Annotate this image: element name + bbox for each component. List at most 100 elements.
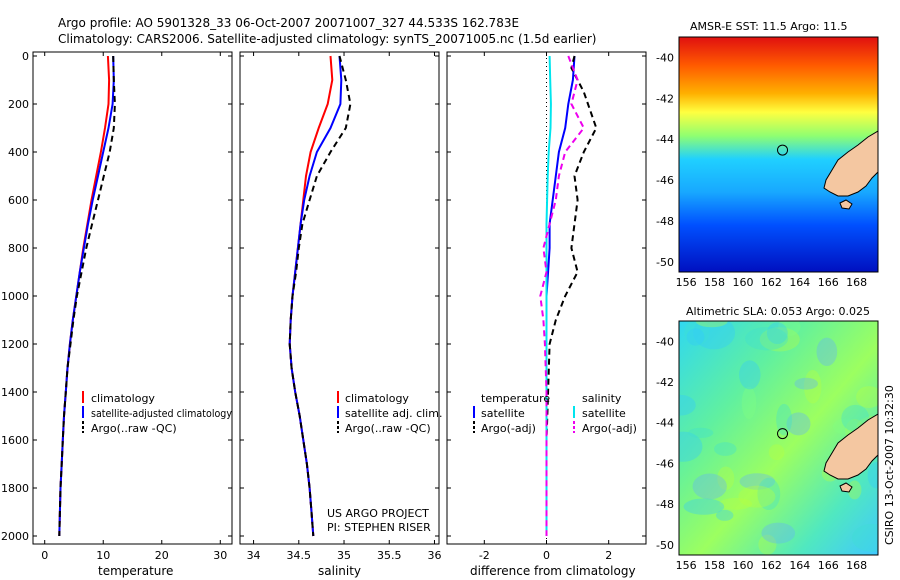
difference-series-satellite-salinity — [545, 55, 552, 536]
map-texture-patch — [832, 418, 859, 435]
sst-lon-tick-label: 160 — [732, 276, 753, 289]
map-texture-patch — [717, 466, 735, 490]
stewart-island — [839, 199, 853, 210]
map-texture-patch — [867, 462, 878, 489]
sst-lat-tick-label: -50 — [656, 256, 674, 269]
map-texture-patch — [766, 322, 788, 345]
depth-tick-label: 600 — [8, 194, 29, 207]
depth-tick-label: 1200 — [1, 338, 29, 351]
map-texture-patch — [679, 431, 703, 462]
map-texture-patch — [741, 386, 757, 420]
sla-lat-tick-label: -50 — [656, 539, 674, 552]
sla-map-title: Altimetric SLA: 0.053 Argo: 0.025 — [686, 305, 870, 318]
project-line1: US ARGO PROJECT — [327, 507, 429, 520]
sst-lat-tick-label: -42 — [656, 92, 674, 105]
salinity-xtick-label: 36 — [427, 549, 441, 562]
new-zealand-land — [823, 130, 878, 197]
figure-title-line2: Climatology: CARS2006. Satellite-adjuste… — [58, 32, 596, 46]
map-texture-patch — [816, 337, 838, 367]
legend-label-satellite-adjusted: satellite-adjusted climatology — [91, 407, 232, 420]
map-texture-patch — [739, 473, 776, 490]
map-texture-patch — [688, 427, 714, 438]
map-texture-patch — [758, 534, 777, 555]
sla-lon-tick-label: 164 — [789, 559, 810, 572]
sst-lon-tick-label: 164 — [789, 276, 810, 289]
temperature-xtick-label: 0 — [41, 549, 48, 562]
sla-lon-tick-label: 160 — [732, 559, 753, 572]
sla-map — [679, 321, 878, 555]
sst-lon-tick-label: 158 — [704, 276, 725, 289]
temperature-series-climatology — [58, 55, 111, 537]
temperature-xtick-label: 20 — [155, 549, 169, 562]
sla-lat-tick-label: -44 — [656, 417, 674, 430]
map-texture-patch — [695, 321, 728, 328]
map-texture-patch — [683, 498, 725, 515]
sst-map-title: AMSR-E SST: 11.5 Argo: 11.5 — [690, 20, 848, 33]
map-texture-patch — [856, 386, 878, 408]
sst-lon-tick-label: 156 — [676, 276, 697, 289]
temperature-xtick-label: 30 — [213, 549, 227, 562]
sst-argo-location-marker — [777, 144, 789, 156]
temperature-axis-label: temperature — [98, 564, 173, 578]
legend-label-argo: Argo(..raw -QC) — [91, 422, 177, 435]
temperature-series-argo-raw-qc- — [58, 55, 116, 537]
legend-label-sal-argo: Argo(-adj) — [582, 422, 637, 435]
map-texture-patch — [786, 412, 811, 436]
new-zealand-land — [823, 413, 878, 480]
sla-lat-tick-label: -48 — [656, 498, 674, 511]
legend-label-satellite-adj: satellite adj. clim. — [345, 407, 442, 420]
sst-lat-tick-label: -46 — [656, 174, 674, 187]
temperature-legend: climatology satellite-adjusted climatolo… — [82, 391, 232, 435]
sst-map-frame — [678, 36, 879, 273]
map-texture-patch — [759, 327, 800, 352]
difference-xtick-label: 2 — [605, 549, 612, 562]
sst-lat-tick-label: -48 — [656, 215, 674, 228]
depth-tick-label: 0 — [22, 50, 29, 63]
sla-lon-tick-label: 162 — [761, 559, 782, 572]
map-texture-patch — [686, 328, 705, 346]
sst-lon-tick-label: 162 — [761, 276, 782, 289]
sla-argo-location-marker — [777, 428, 789, 440]
difference-series-argo-adj--temperature — [545, 55, 598, 536]
map-texture-patch — [693, 321, 736, 350]
map-texture-patch — [778, 321, 801, 336]
salinity-panel-frame — [239, 51, 440, 545]
salinity-axis-label: salinity — [318, 564, 361, 578]
difference-legend: temperature salinity satellite Argo(-adj… — [473, 392, 637, 435]
sst-map — [679, 37, 878, 272]
figure-title-line1: Argo profile: AO 5901328_33 06-Oct-2007 … — [58, 16, 519, 30]
salinity-legend: climatology satellite adj. clim. Argo(..… — [327, 391, 442, 534]
legend-header-salinity: salinity — [582, 392, 622, 405]
stewart-island — [839, 482, 853, 493]
map-texture-patch — [851, 523, 878, 552]
sla-lat-tick-label: -40 — [656, 335, 674, 348]
salinity-xtick-label: 34.5 — [287, 549, 312, 562]
sla-lon-tick-label: 158 — [704, 559, 725, 572]
salinity-xtick-label: 34 — [247, 549, 261, 562]
sst-lon-tick-label: 166 — [818, 276, 839, 289]
depth-tick-label: 1800 — [1, 482, 29, 495]
map-texture-patch — [745, 326, 789, 351]
salinity-xtick-label: 35 — [337, 549, 351, 562]
depth-tick-label: 200 — [8, 98, 29, 111]
sla-lat-tick-label: -42 — [656, 376, 674, 389]
legend-label-climatology: climatology — [345, 392, 409, 405]
depth-tick-label: 2000 — [1, 530, 29, 543]
temperature-xtick-label: 10 — [96, 549, 110, 562]
map-texture-patch — [713, 442, 737, 456]
legend-label-climatology: climatology — [91, 392, 155, 405]
map-texture-patch — [684, 321, 710, 346]
salinity-xtick-label: 35.5 — [377, 549, 402, 562]
map-texture-patch — [679, 394, 696, 416]
sla-lon-tick-label: 156 — [676, 559, 697, 572]
sst-lat-tick-label: -40 — [656, 51, 674, 64]
depth-tick-label: 400 — [8, 146, 29, 159]
map-texture-patch — [738, 485, 776, 508]
map-texture-patch — [719, 497, 753, 510]
depth-tick-label: 1600 — [1, 434, 29, 447]
depth-tick-label: 1000 — [1, 290, 29, 303]
sla-lat-tick-label: -46 — [656, 457, 674, 470]
map-texture-patch — [776, 403, 793, 436]
sla-map-frame — [678, 320, 879, 556]
